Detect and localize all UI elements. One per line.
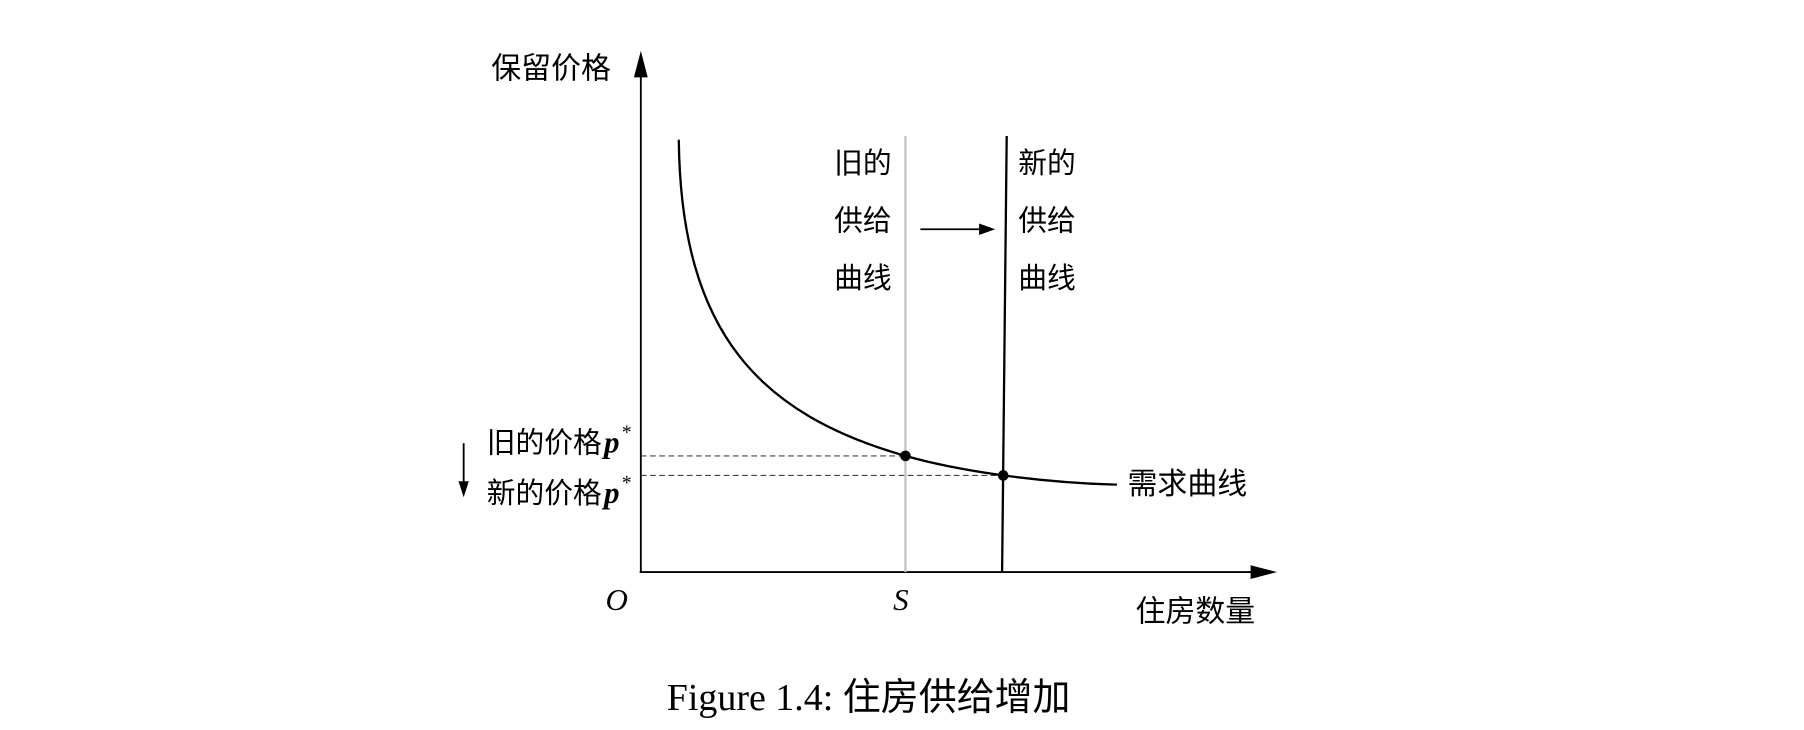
new-supply-curve <box>1000 136 1008 573</box>
supply-quantity-label: S <box>893 582 909 617</box>
new-supply-label-line-2: 供给 <box>1018 203 1076 237</box>
new-price-superscript: * <box>622 473 632 494</box>
old-price-label-text: 旧的价格 <box>487 425 602 459</box>
origin-label: O <box>605 582 627 617</box>
old-equilibrium-point <box>900 450 911 462</box>
old-price-label: 旧的价格p * <box>487 423 632 460</box>
demand-curve <box>677 139 1118 486</box>
price-drop-arrow <box>458 443 469 498</box>
old-supply-label-line-3: 曲线 <box>834 261 892 295</box>
new-supply-label-line-3: 曲线 <box>1018 261 1076 295</box>
demand-curve-label: 需求曲线 <box>1128 467 1248 502</box>
y-axis-arrowhead <box>633 50 648 78</box>
new-price-label-text: 新的价格 <box>487 476 602 510</box>
supply-shift-arrow <box>920 223 996 235</box>
x-axis-label: 住房数量 <box>1136 595 1256 630</box>
figure-caption: Figure 1.4: 住房供给增加 <box>667 677 1071 719</box>
x-axis-arrowhead <box>1250 565 1278 579</box>
new-price-label: 新的价格p * <box>487 473 632 510</box>
old-supply-label-line-1: 旧的 <box>834 146 892 180</box>
y-axis-label: 保留价格 <box>491 52 611 87</box>
new-price-symbol: p <box>601 475 620 510</box>
new-equilibrium-point <box>997 470 1009 481</box>
old-supply-label-line-2: 供给 <box>834 203 892 237</box>
old-price-symbol: p <box>601 424 620 459</box>
new-supply-label-line-1: 新的 <box>1018 146 1076 180</box>
price-drop-arrowhead <box>458 481 469 498</box>
supply-shift-arrowhead <box>979 223 996 235</box>
old-price-superscript: * <box>622 423 632 444</box>
